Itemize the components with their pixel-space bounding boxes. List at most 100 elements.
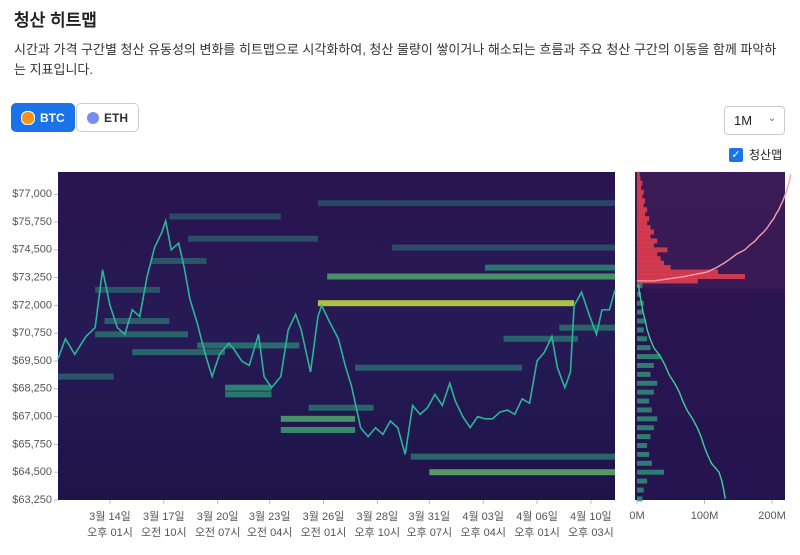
liquidation-bar [637,193,643,199]
heatmap-band [225,384,272,391]
x-tick-label: 100M [691,510,719,522]
heatmap-band [95,286,161,293]
liquidation-bar [637,225,651,231]
liquidation-bar [637,407,652,413]
y-tick-label: $64,500 [12,466,52,478]
x-tick-label: 오후 01시 [514,526,560,539]
heatmap-band [317,200,615,207]
cumulative-line [637,174,792,282]
eth-label: ETH [104,110,128,125]
y-tick-label: $75,750 [12,216,52,228]
y-tick-label: $74,500 [12,244,52,256]
liquidation-bar [637,398,650,404]
x-tick-label: 3월 31일 [409,509,451,523]
btc-label: BTC [40,110,65,125]
heatmap-band [410,453,615,460]
liquidation-bar [637,251,658,257]
liquidation-bar [637,451,650,457]
liquidation-bar [637,274,745,280]
x-tick-label: 3월 28일 [357,509,399,523]
liquidation-bar [637,211,646,217]
liquidation-bar [637,269,718,275]
liquidation-bar [637,460,652,466]
liquidation-bar [637,185,642,191]
liquidation-bar [637,247,668,253]
liquidation-bar [637,425,654,431]
liquidation-bar [637,354,661,360]
liquidation-bar [637,242,654,248]
heatmap-band [197,342,300,349]
heatmap-band [485,264,615,271]
checkbox[interactable]: ✓ [729,147,743,162]
liquidation-bar [637,309,643,315]
eth-icon [87,111,99,124]
liquidation-bar [637,300,644,306]
heatmap-band [132,349,226,356]
heatmap-band [58,373,114,380]
heatmap-band [308,404,374,411]
liquidation-bar [637,256,661,262]
page-title: 청산 히트맵 [14,11,97,30]
x-tick-label: 200M [758,510,786,522]
heatmap-band [392,244,615,251]
heatmap-band [225,391,272,398]
x-tick-label: 0M [629,510,644,522]
select-arrow: ⌄ [767,113,776,124]
liquidation-bar [637,282,643,288]
liquidation-bar [637,380,658,386]
y-tick-label: $77,000 [12,188,52,200]
toggle-label: 청산맵 [749,148,783,162]
liquidation-bar [637,260,664,266]
x-tick-label: 3월 14일 [89,509,131,523]
x-tick-label: 오전 04시 [247,526,293,539]
liquidation-bar [637,198,646,204]
btc-button[interactable]: BTC [11,103,75,132]
liquidation-bar [637,171,640,177]
x-tick-label: 오전 01시 [301,526,347,539]
liquidation-bar [637,434,651,440]
liquidation-bar [637,371,651,377]
description: 시간과 가격 구간별 청산 유동성의 변화를 히트맵으로 시각화하여, 청산 물… [14,42,777,77]
heatmap-band [187,235,318,242]
liquidation-bar [637,265,671,271]
heatmap-band [95,331,188,338]
x-tick-label: 오후 10시 [355,526,401,539]
liquidation-bar [637,207,648,213]
heatmap-toggle[interactable]: ✓ 청산맵 [729,146,782,163]
heatmap-band [327,273,615,280]
liquidation-bar [637,229,654,235]
eth-button[interactable]: ETH [76,103,139,132]
heatmap-band [280,415,356,422]
x-tick-label: 3월 17일 [143,509,185,523]
liquidation-bar [637,238,658,244]
liquidation-bar [637,345,651,351]
liquidation-bar [637,318,646,324]
liquidation-bar [637,496,643,502]
liquidation-bar [637,278,698,284]
x-tick-label: 오후 07시 [407,526,453,539]
x-tick-label: 오전 10시 [141,526,187,539]
range-select[interactable]: 1M ⌄ [724,106,785,135]
x-tick-label: 4월 03일 [462,509,504,523]
y-tick-label: $68,250 [12,383,52,395]
x-tick-label: 4월 10일 [570,509,612,523]
y-tick-label: $72,000 [12,299,52,311]
liquidation-bar [637,362,654,368]
liquidation-bar [637,389,654,395]
y-tick-label: $73,250 [12,272,52,284]
cumulative-line [637,284,726,500]
heatmap-band [169,213,281,220]
x-tick-label: 오전 07시 [195,526,241,539]
y-tick-label: $67,000 [12,411,52,423]
heatmap-band [280,426,356,433]
heatmap-band [317,300,575,307]
y-tick-label: $63,250 [12,494,52,506]
liquidation-bar [637,189,644,195]
liquidation-bar [637,416,658,422]
heatmap-band [355,364,523,371]
heatmap-band [150,257,207,264]
liquidation-bar [637,469,664,475]
y-tick-label: $65,750 [12,438,52,450]
distribution-background [635,172,785,500]
